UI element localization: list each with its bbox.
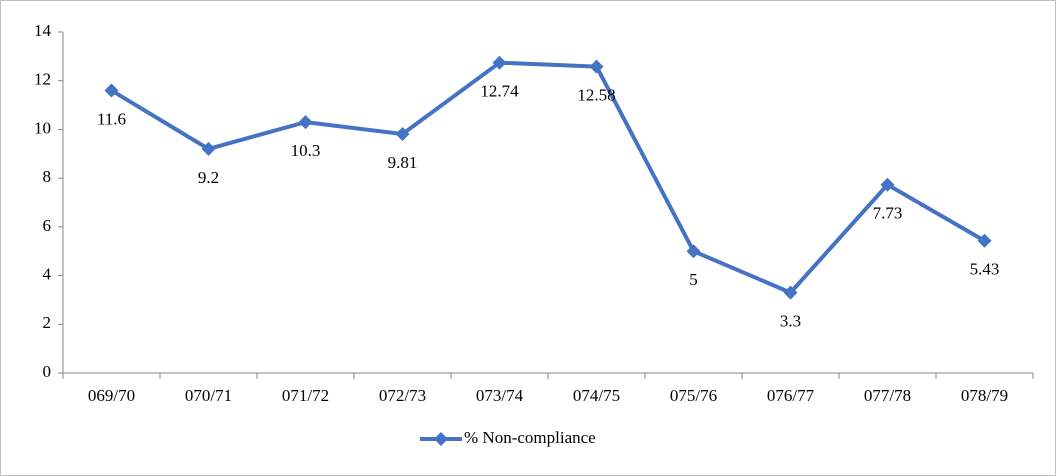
marker [880,177,895,192]
marker [783,285,798,300]
x-tick-label: 072/73 [379,386,426,405]
x-tick-label: 073/74 [476,386,524,405]
y-tick-label: 4 [43,264,52,283]
data-label: 5 [689,270,698,289]
y-tick-label: 0 [43,362,52,381]
x-tick-label: 078/79 [961,386,1008,405]
y-tick-label: 10 [34,118,51,137]
x-tick-label: 070/71 [185,386,232,405]
marker [104,83,119,98]
data-label: 9.81 [388,153,418,172]
marker [298,115,313,130]
data-label: 10.3 [291,141,321,160]
y-tick-label: 8 [43,167,52,186]
marker [395,127,410,142]
x-tick-label: 075/76 [670,386,717,405]
x-tick-label: 071/72 [282,386,329,405]
data-label: 3.3 [780,312,801,331]
data-label: 9.2 [198,168,219,187]
series-line [110,60,986,295]
data-label: 5.43 [970,260,1000,279]
y-tick-label: 12 [34,70,51,89]
marker [686,244,701,259]
marker [977,233,992,248]
data-label: 11.6 [97,109,126,128]
legend-marker [434,432,448,446]
data-label: 7.73 [873,204,903,223]
x-tick-label: 074/75 [573,386,620,405]
x-tick-label: 076/77 [767,386,815,405]
x-tick-label: 069/70 [88,386,135,405]
y-tick-label: 6 [43,216,52,235]
y-tick-label: 14 [34,21,52,40]
legend-label: % Non-compliance [464,428,596,447]
marker [201,141,216,156]
x-tick-label: 077/78 [864,386,911,405]
data-label: 12.74 [480,82,519,101]
marker [589,59,604,74]
marker [492,55,507,70]
data-label: 12.58 [577,85,615,104]
y-tick-label: 2 [43,313,52,332]
